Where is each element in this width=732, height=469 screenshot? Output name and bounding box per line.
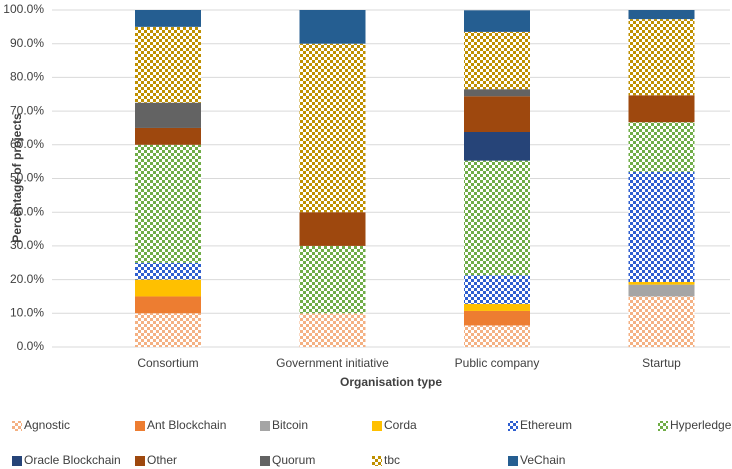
legend-swatch — [135, 456, 145, 466]
bar-segment — [135, 279, 201, 297]
y-tick-label: 10.0% — [10, 305, 44, 319]
legend-swatch — [508, 456, 518, 466]
bar-segment — [135, 144, 201, 263]
legend-swatch — [12, 456, 22, 466]
bar-segment — [135, 102, 201, 128]
legend-label: Ethereum — [520, 418, 572, 432]
bar-segment — [628, 95, 695, 123]
bar-segment — [464, 325, 530, 347]
bar-segment — [464, 303, 530, 311]
x-axis-title: Organisation type — [340, 375, 442, 389]
bar-segment — [628, 171, 695, 282]
y-tick-label: 20.0% — [10, 272, 44, 286]
y-tick-label: 60.0% — [10, 137, 44, 151]
bar-segment — [135, 127, 201, 145]
x-tick-label: Government initiative — [276, 356, 389, 370]
legend-swatch — [508, 421, 518, 431]
bar-segment — [464, 10, 530, 32]
legend-swatch — [658, 421, 668, 431]
bar-segment — [628, 281, 695, 285]
bar-segment — [628, 296, 695, 347]
bar-segment — [628, 284, 695, 297]
y-tick-label: 50.0% — [10, 171, 44, 185]
bar-segment — [464, 310, 530, 326]
bar-segment — [628, 10, 695, 20]
legend-swatch — [12, 421, 22, 431]
legend-label: tbc — [384, 453, 400, 467]
bar-segment — [299, 212, 366, 246]
bar-segment — [464, 275, 530, 304]
legend-label: Agnostic — [24, 418, 70, 432]
x-tick-label: Consortium — [137, 356, 198, 370]
x-tick-label: Startup — [642, 356, 681, 370]
bar-segment — [299, 43, 366, 213]
bar-segment — [628, 122, 695, 172]
legend-label: Other — [147, 453, 177, 467]
y-axis-title: Percentage of projects — [10, 113, 24, 243]
x-tick-label: Public company — [455, 356, 540, 370]
bar-segment — [299, 313, 366, 347]
y-tick-label: 90.0% — [10, 36, 44, 50]
y-tick-label: 100.0% — [3, 2, 44, 16]
y-tick-label: 30.0% — [10, 238, 44, 252]
legend-swatch — [135, 421, 145, 431]
y-tick-label: 40.0% — [10, 204, 44, 218]
legend-swatch — [372, 421, 382, 431]
legend-swatch — [260, 421, 270, 431]
legend-swatch — [260, 456, 270, 466]
legend-label: Bitcoin — [272, 418, 308, 432]
bar-segment — [299, 10, 366, 44]
bar-segment — [628, 19, 695, 96]
legend-label: VeChain — [520, 453, 565, 467]
bar-segment — [135, 296, 201, 314]
bar-segment — [464, 131, 530, 161]
legend-label: Hyperledger — [670, 418, 732, 432]
bar-segment — [135, 313, 201, 347]
bar-segment — [464, 160, 530, 276]
bar-segment — [135, 262, 201, 280]
legend-label: Corda — [384, 418, 417, 432]
y-tick-label: 70.0% — [10, 103, 44, 117]
bar-segment — [135, 10, 201, 27]
legend-label: Quorum — [272, 453, 315, 467]
legend-label: Ant Blockchain — [147, 418, 226, 432]
bar-segment — [135, 26, 201, 103]
legend-swatch — [372, 456, 382, 466]
y-tick-label: 80.0% — [10, 70, 44, 84]
y-tick-label: 0.0% — [17, 339, 45, 353]
bar-segment — [464, 96, 530, 132]
bar-segment — [464, 31, 530, 90]
bar-segment — [299, 245, 366, 314]
bar-segment — [464, 89, 530, 97]
legend-label: Oracle Blockchain — [24, 453, 121, 467]
